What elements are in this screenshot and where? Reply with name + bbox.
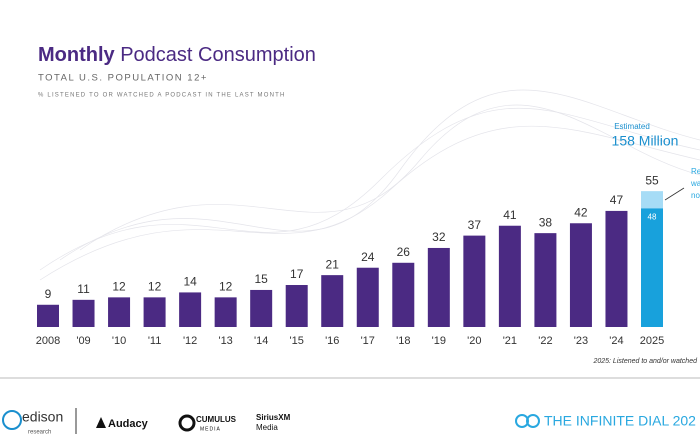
x-tick-label: '12 bbox=[183, 335, 197, 347]
inner-value-label: 48 bbox=[648, 213, 657, 222]
x-tick-label: '22 bbox=[538, 335, 552, 347]
bar bbox=[427, 247, 450, 327]
value-label: 37 bbox=[468, 218, 482, 232]
x-tick-label: '14 bbox=[254, 335, 268, 347]
brand: research bbox=[28, 430, 51, 436]
x-tick-label: '10 bbox=[112, 335, 126, 347]
audacy-logo bbox=[96, 417, 106, 428]
brand: Audacy bbox=[108, 418, 149, 430]
brand: CUMULUS bbox=[196, 415, 237, 424]
value-label: 47 bbox=[610, 193, 624, 207]
inner-bar bbox=[641, 208, 663, 327]
brand: MEDIA bbox=[200, 426, 221, 432]
background-waves bbox=[39, 89, 700, 281]
brand: SiriusXM bbox=[256, 413, 291, 422]
x-tick-label: 2008 bbox=[36, 335, 60, 347]
chart-title: Monthly Podcast Consumption bbox=[38, 44, 316, 66]
caption: % LISTENED TO OR WATCHED A PODCAST IN TH… bbox=[38, 93, 286, 99]
value-label: 24 bbox=[361, 250, 375, 264]
bar bbox=[108, 297, 131, 327]
x-tick-label: '09 bbox=[76, 335, 90, 347]
x-tick-label: '23 bbox=[574, 335, 588, 347]
x-tick-label: '18 bbox=[396, 335, 410, 347]
value-label: 42 bbox=[574, 205, 588, 219]
bar bbox=[569, 223, 592, 327]
bar bbox=[498, 225, 521, 327]
brand: Media bbox=[256, 423, 278, 432]
cumulus-logo bbox=[178, 414, 196, 432]
bar bbox=[285, 285, 308, 327]
value-label: 14 bbox=[183, 275, 197, 289]
bar bbox=[463, 235, 486, 327]
value-label: 12 bbox=[112, 280, 126, 294]
bar bbox=[605, 210, 628, 327]
side-note: Re bbox=[691, 167, 700, 176]
footer: edison research Audacy CUMULUS MEDIA Sir… bbox=[2, 408, 696, 436]
bar bbox=[321, 275, 344, 327]
event-name: THE INFINITE DIAL 202 bbox=[544, 413, 696, 429]
value-label: 55 bbox=[645, 173, 659, 187]
bar bbox=[356, 267, 379, 327]
value-label: 26 bbox=[397, 245, 411, 259]
value-label: 12 bbox=[148, 280, 162, 294]
side-note: no bbox=[691, 191, 700, 200]
x-tick-label: 2025 bbox=[640, 335, 664, 347]
bar bbox=[143, 297, 166, 327]
value-label: 9 bbox=[45, 287, 52, 301]
value-label: 11 bbox=[77, 282, 90, 296]
bar bbox=[72, 299, 95, 327]
x-tick-label: '24 bbox=[609, 335, 623, 347]
value-label: 41 bbox=[503, 208, 517, 222]
x-tick-label: '21 bbox=[503, 335, 517, 347]
bar bbox=[392, 262, 415, 327]
dial-logo bbox=[515, 414, 540, 428]
brand: edison bbox=[22, 409, 63, 425]
subtitle: TOTAL U.S. POPULATION 12+ bbox=[38, 73, 208, 84]
side-note: wa bbox=[690, 179, 700, 188]
value-label: 12 bbox=[219, 280, 233, 294]
value-label: 21 bbox=[326, 257, 340, 271]
bar bbox=[250, 289, 273, 327]
bar bbox=[179, 292, 202, 327]
x-tick-label: '11 bbox=[148, 335, 162, 347]
x-tick-label: '19 bbox=[432, 335, 446, 347]
bar bbox=[214, 297, 237, 327]
bar bbox=[37, 304, 59, 327]
bar bbox=[534, 233, 557, 327]
footnote: 2025: Listened to and/or watched bbox=[592, 358, 698, 365]
x-tick-label: '13 bbox=[218, 335, 232, 347]
estimate-value: 158 Million bbox=[612, 133, 679, 149]
estimate-label: Estimated bbox=[614, 122, 650, 131]
value-label: 32 bbox=[432, 230, 446, 244]
x-tick-label: '17 bbox=[361, 335, 375, 347]
value-label: 15 bbox=[254, 272, 268, 286]
x-tick-label: '16 bbox=[325, 335, 339, 347]
edison-logo bbox=[2, 410, 22, 430]
value-label: 17 bbox=[290, 267, 304, 281]
value-label: 38 bbox=[539, 215, 553, 229]
callout-line bbox=[664, 187, 685, 201]
x-tick-label: '20 bbox=[467, 335, 481, 347]
x-tick-label: '15 bbox=[290, 335, 304, 347]
